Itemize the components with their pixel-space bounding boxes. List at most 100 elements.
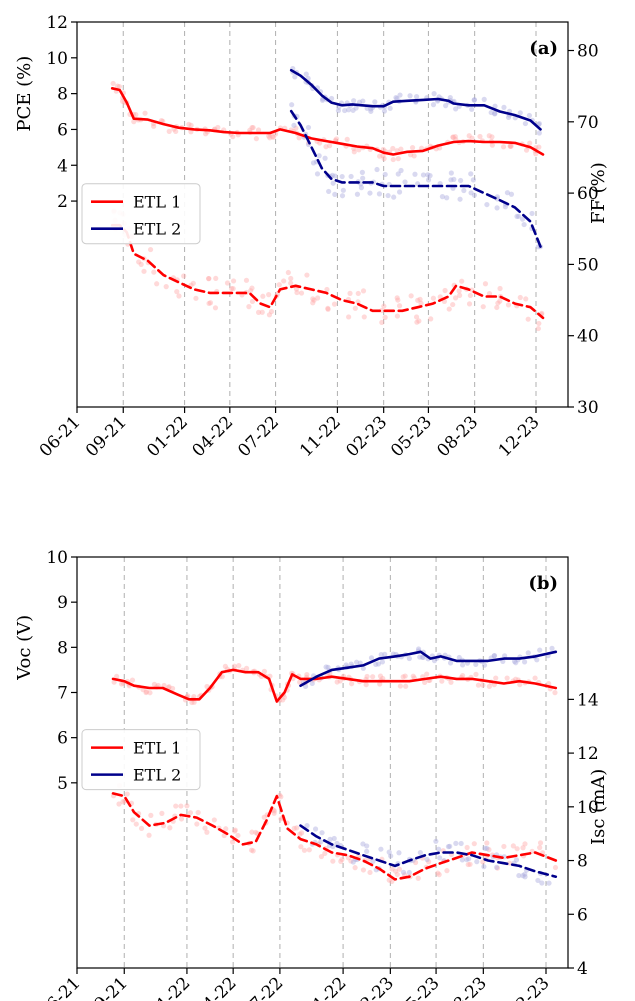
- y-right-tick-label: 30: [577, 398, 599, 418]
- data-point: [356, 99, 363, 105]
- data-point: [268, 308, 275, 315]
- x-tick-label: 01-22: [143, 412, 192, 461]
- data-point: [309, 680, 315, 687]
- data-point: [335, 107, 342, 114]
- x-tick-label: 11-22: [296, 412, 345, 461]
- data-point: [500, 144, 507, 150]
- data-point: [310, 296, 316, 302]
- data-point: [368, 106, 374, 112]
- data-point: [354, 191, 361, 197]
- data-point: [522, 871, 528, 877]
- data-point: [360, 867, 367, 873]
- data-point: [517, 294, 523, 301]
- x-tick-label: 08-23: [433, 412, 482, 461]
- series-line-etl2-voc: [299, 650, 558, 688]
- data-point: [377, 673, 384, 679]
- data-point: [374, 166, 380, 173]
- data-point: [215, 124, 221, 131]
- data-point: [394, 313, 401, 319]
- y-left-axis-label: PCE (%): [14, 56, 35, 132]
- data-point: [448, 170, 454, 176]
- data-point: [396, 866, 402, 872]
- data-point: [491, 653, 497, 659]
- data-point: [467, 292, 473, 299]
- data-point: [331, 835, 337, 842]
- data-point: [480, 682, 486, 688]
- data-point: [260, 293, 266, 299]
- data-point: [346, 107, 352, 113]
- data-point: [270, 134, 277, 140]
- data-point: [461, 187, 467, 194]
- data-point: [288, 275, 294, 282]
- data-point: [330, 180, 336, 186]
- data-point: [465, 861, 471, 868]
- y-left-tick-label: 5: [57, 774, 68, 794]
- data-point: [480, 304, 486, 310]
- data-point: [394, 871, 400, 878]
- data-point: [116, 801, 122, 807]
- data-point: [186, 121, 192, 127]
- data-point: [235, 832, 241, 839]
- data-point: [202, 825, 208, 831]
- data-point: [178, 816, 185, 822]
- data-point: [508, 191, 515, 197]
- data-point: [539, 880, 545, 886]
- x-tick-label: 08-23: [442, 973, 491, 1001]
- data-point: [298, 830, 305, 836]
- data-point: [318, 853, 325, 860]
- data-point: [388, 853, 394, 859]
- data-point: [389, 866, 395, 872]
- legend-label: ETL 2: [133, 766, 181, 785]
- x-tick-label: 06-21: [36, 973, 85, 1001]
- y-right-tick-label: 10: [577, 798, 599, 818]
- legend-label: ETL 1: [133, 739, 181, 758]
- data-point: [537, 647, 543, 653]
- data-point: [505, 114, 512, 121]
- legend-label: ETL 1: [133, 193, 181, 212]
- y-right-tick-label: 8: [577, 852, 588, 872]
- data-point: [351, 98, 357, 104]
- data-point: [306, 847, 312, 853]
- data-point: [297, 831, 303, 837]
- x-tick-label: 01-22: [146, 973, 195, 1001]
- data-point: [368, 655, 375, 661]
- data-point: [360, 98, 366, 104]
- data-point: [482, 845, 488, 851]
- data-point: [552, 864, 559, 871]
- data-point: [343, 662, 349, 668]
- data-point: [390, 145, 396, 152]
- data-point: [502, 653, 508, 659]
- data-point: [526, 112, 532, 119]
- x-tick-label: 04-22: [189, 412, 238, 461]
- data-point: [413, 314, 420, 320]
- data-point: [293, 125, 299, 131]
- data-point: [380, 675, 386, 682]
- data-point: [471, 841, 477, 847]
- data-point: [505, 302, 512, 308]
- data-point: [291, 825, 297, 831]
- data-point: [276, 282, 282, 288]
- data-point: [521, 659, 528, 665]
- data-point: [176, 293, 182, 299]
- y-left-tick-label: 12: [46, 13, 68, 33]
- data-point: [552, 690, 558, 696]
- y-left-tick-label: 9: [57, 593, 68, 613]
- data-point: [332, 191, 338, 198]
- data-point: [484, 845, 490, 852]
- data-point: [450, 134, 456, 140]
- data-point: [367, 869, 373, 876]
- data-point: [422, 679, 428, 685]
- data-point: [474, 859, 480, 865]
- data-point: [329, 95, 335, 102]
- y-left-tick-label: 10: [46, 49, 68, 69]
- data-point: [387, 105, 393, 111]
- data-point: [293, 286, 300, 292]
- data-point: [333, 136, 340, 142]
- data-point: [364, 848, 370, 855]
- data-point: [154, 281, 160, 287]
- data-point: [249, 829, 255, 835]
- data-point: [481, 662, 488, 668]
- data-point: [519, 216, 526, 222]
- data-point: [358, 185, 365, 191]
- data-point: [536, 130, 542, 136]
